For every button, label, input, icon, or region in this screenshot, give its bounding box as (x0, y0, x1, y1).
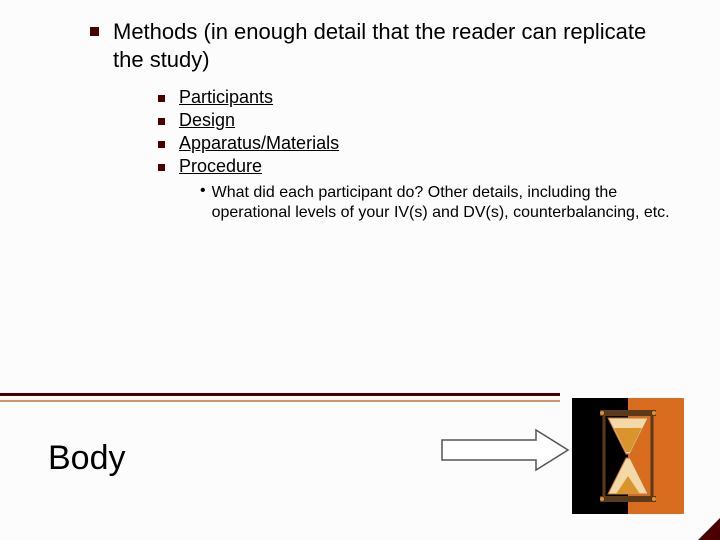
dot-bullet-icon: • (200, 182, 206, 223)
level2-label: Design (179, 110, 235, 131)
level1-text: Methods (in enough detail that the reade… (113, 18, 673, 73)
section-title: Body (48, 439, 126, 478)
square-bullet-icon (158, 164, 165, 171)
divider-accent-line (0, 400, 560, 402)
hourglass-image (572, 398, 684, 514)
corner-notch-icon (698, 518, 720, 540)
level1-item: Methods (in enough detail that the reade… (90, 18, 680, 73)
slide-content: Methods (in enough detail that the reade… (0, 0, 720, 223)
level2-item: Participants (158, 87, 680, 108)
level2-label: Procedure (179, 156, 262, 177)
level3-text: What did each participant do? Other deta… (212, 183, 680, 223)
square-bullet-icon (158, 95, 165, 102)
level2-item: Design (158, 110, 680, 131)
level2-item: Procedure (158, 156, 680, 177)
square-bullet-icon (158, 118, 165, 125)
level2-label: Apparatus/Materials (179, 133, 339, 154)
level3-item: • What did each participant do? Other de… (200, 183, 680, 223)
arrow-icon (440, 428, 570, 472)
divider-line (0, 393, 560, 396)
square-bullet-icon (158, 141, 165, 148)
square-bullet-icon (90, 27, 99, 36)
level2-item: Apparatus/Materials (158, 133, 680, 154)
level2-label: Participants (179, 87, 273, 108)
